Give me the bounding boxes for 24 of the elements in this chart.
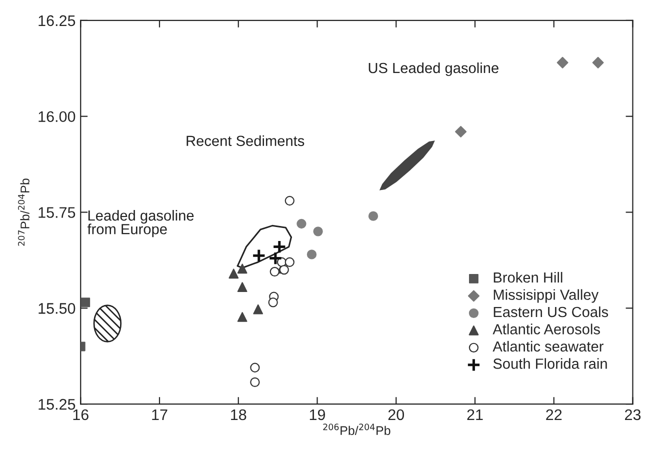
x-tick-label: 19 xyxy=(310,409,326,420)
x-tick-label: 20 xyxy=(388,409,404,420)
y-tick-label: 16.00 xyxy=(38,111,76,122)
y-tick-label: 16.25 xyxy=(38,15,76,26)
x-tick-label: 23 xyxy=(625,409,641,420)
x-tick-label: 21 xyxy=(467,409,483,420)
annotation: Leaded gasoline from Europe xyxy=(87,210,194,238)
annotation: US Leaded gasoline xyxy=(368,62,498,76)
legend-label: Missisippi Valley xyxy=(494,289,599,303)
legend-label: Broken Hill xyxy=(494,272,562,283)
legend-label: Atlantic Aerosols xyxy=(492,324,600,334)
legend-label: Atlantic seawater xyxy=(492,340,604,352)
x-tick-label: 22 xyxy=(546,409,562,420)
x-axis-title: $^{206}$Pb/$^{204}$Pb xyxy=(323,424,390,436)
legend-label: Eastern US Coals xyxy=(494,306,608,318)
annotation: Recent Sediments xyxy=(186,135,304,146)
x-tick-label: 17 xyxy=(152,409,168,420)
y-tick-label: 15.50 xyxy=(38,303,76,314)
x-tick-label: 18 xyxy=(231,409,246,420)
x-tick-label: 16 xyxy=(73,409,88,420)
y-axis-title: $^{207}$Pb/$^{204}$Pb xyxy=(18,178,30,246)
y-tick-label: 15.25 xyxy=(38,398,76,410)
legend-label: South Florida rain xyxy=(493,358,607,369)
y-tick-label: 15.75 xyxy=(38,207,76,218)
